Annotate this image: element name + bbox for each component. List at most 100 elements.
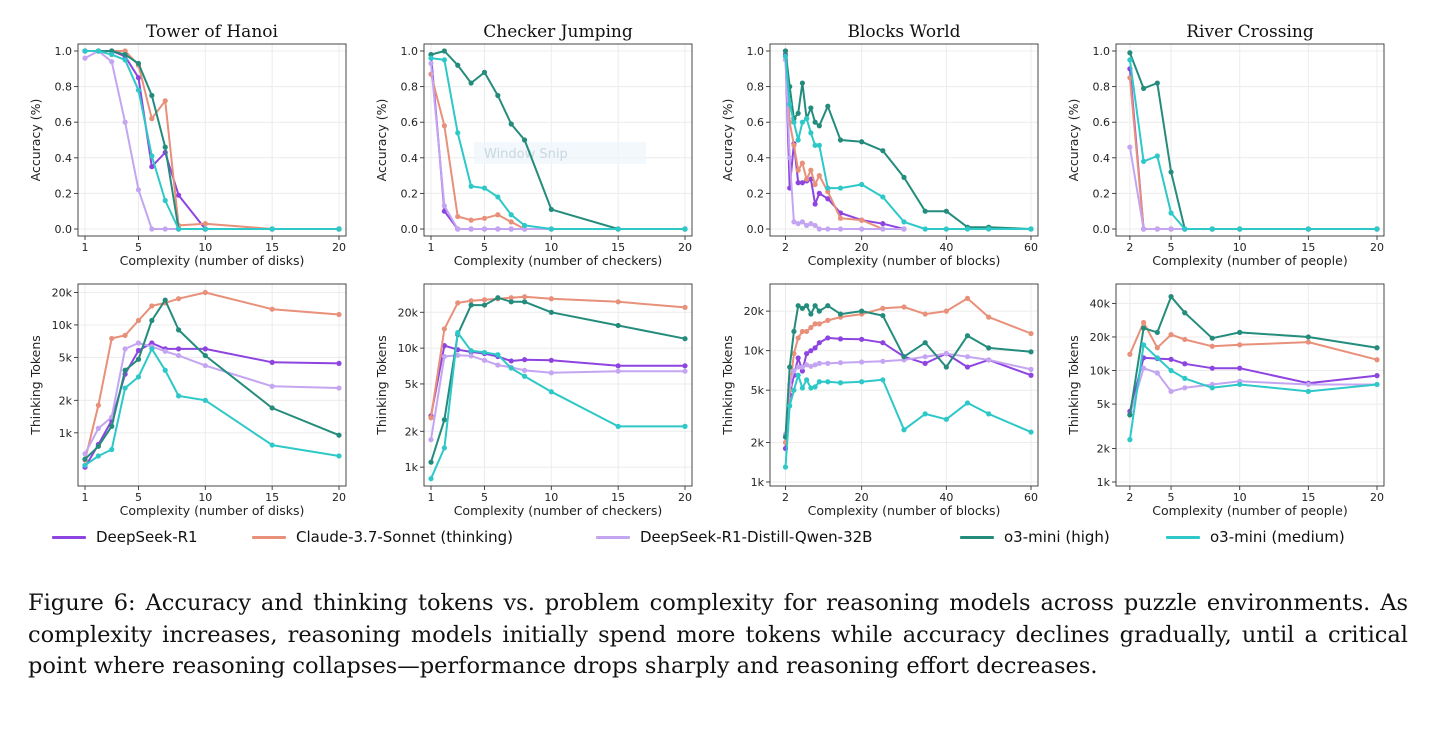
point-deepseek-r1-distill-qwen-32b-5-7 xyxy=(521,367,528,373)
point-o3-mini-high-7-8 xyxy=(1374,345,1380,351)
series-line-o3-mini-medium-0 xyxy=(85,50,339,230)
point-o3-mini-medium-2-18 xyxy=(1028,226,1034,232)
x-tick-label-2-2: 40 xyxy=(939,241,953,254)
point-o3-mini-medium-0-0 xyxy=(82,48,88,54)
point-deepseek-r1-0-4 xyxy=(135,75,142,81)
point-o3-mini-high-4-2 xyxy=(109,423,115,429)
point-claude-3-7-sonnet-thinking-2-7 xyxy=(812,181,818,188)
point-deepseek-r1-distill-qwen-32b-0-0 xyxy=(82,55,88,61)
point-deepseek-r1-5-6 xyxy=(508,358,514,364)
x-tick-label-5-2: 10 xyxy=(544,491,558,504)
point-o3-mini-medium-4-4 xyxy=(135,374,142,380)
point-claude-3-7-sonnet-thinking-6-15 xyxy=(943,308,949,314)
point-deepseek-r1-distill-qwen-32b-5-9 xyxy=(615,368,621,374)
point-o3-mini-medium-6-11 xyxy=(859,379,865,385)
y-tick-label-4-3: 10k xyxy=(52,319,73,332)
x-tick-label-3-4: 20 xyxy=(1370,241,1384,254)
y-axis-label-4: Thinking Tokens xyxy=(28,335,43,436)
point-o3-mini-medium-3-6 xyxy=(1237,226,1243,232)
point-o3-mini-medium-0-1 xyxy=(95,48,101,54)
point-o3-mini-medium-1-5 xyxy=(495,194,501,200)
point-o3-mini-high-1-4 xyxy=(481,69,488,75)
y-tick-label-2-3: 0.6 xyxy=(747,116,765,129)
point-claude-3-7-sonnet-thinking-2-6 xyxy=(808,167,814,173)
point-o3-mini-medium-2-12 xyxy=(880,194,886,200)
y-tick-label-2-0: 0.0 xyxy=(747,223,765,236)
point-o3-mini-high-6-18 xyxy=(1028,349,1034,355)
point-deepseek-r1-distill-qwen-32b-5-5 xyxy=(495,362,501,368)
point-o3-mini-medium-0-7 xyxy=(175,226,182,232)
x-tick-label-6-2: 40 xyxy=(939,491,953,504)
point-o3-mini-high-4-3 xyxy=(122,367,128,373)
point-o3-mini-medium-2-7 xyxy=(812,142,818,148)
series-line-deepseek-r1-distill-qwen-32b-3 xyxy=(1128,146,1377,230)
y-tick-label-4-4: 20k xyxy=(52,286,73,299)
series-line-o3-mini-high-7 xyxy=(1128,295,1378,416)
y-tick-label-0-3: 0.6 xyxy=(55,116,73,129)
point-deepseek-r1-7-3 xyxy=(1168,356,1174,362)
point-claude-3-7-sonnet-thinking-6-12 xyxy=(880,305,886,311)
point-o3-mini-medium-2-15 xyxy=(943,226,949,232)
figure-caption: Figure 6: Accuracy and thinking tokens v… xyxy=(28,590,1408,679)
y-tick-label-4-1: 2k xyxy=(59,394,73,407)
point-claude-3-7-sonnet-thinking-5-3 xyxy=(468,298,474,304)
point-o3-mini-high-0-6 xyxy=(162,144,168,150)
y-tick-label-7-2: 5k xyxy=(1097,398,1111,411)
point-claude-3-7-sonnet-thinking-7-8 xyxy=(1374,357,1380,363)
x-tick-label-4-3: 15 xyxy=(265,491,279,504)
point-deepseek-r1-distill-qwen-32b-6-9 xyxy=(825,360,831,366)
y-tick-label-1-5: 1.0 xyxy=(401,45,419,58)
point-claude-3-7-sonnet-thinking-7-2 xyxy=(1154,345,1160,351)
point-o3-mini-medium-2-8 xyxy=(816,142,822,148)
point-claude-3-7-sonnet-thinking-4-7 xyxy=(175,296,182,302)
point-deepseek-r1-2-7 xyxy=(812,201,818,207)
point-deepseek-r1-6-5 xyxy=(804,350,810,357)
y-tick-label-5-1: 2k xyxy=(405,425,419,438)
point-claude-3-7-sonnet-thinking-2-2 xyxy=(791,142,797,148)
point-o3-mini-high-7-7 xyxy=(1305,334,1311,340)
point-o3-mini-medium-4-8 xyxy=(202,397,208,403)
point-o3-mini-high-5-6 xyxy=(508,299,514,305)
point-claude-3-7-sonnet-thinking-4-10 xyxy=(336,311,342,318)
point-o3-mini-medium-6-0 xyxy=(782,464,789,470)
point-deepseek-r1-distill-qwen-32b-5-8 xyxy=(548,370,554,376)
point-o3-mini-medium-6-7 xyxy=(812,384,818,390)
point-o3-mini-medium-3-8 xyxy=(1374,226,1380,232)
point-claude-3-7-sonnet-thinking-6-8 xyxy=(816,321,822,327)
point-deepseek-r1-distill-qwen-32b-0-4 xyxy=(135,187,142,193)
point-o3-mini-high-0-3 xyxy=(122,51,128,58)
point-o3-mini-medium-7-4 xyxy=(1182,375,1188,381)
point-o3-mini-medium-6-3 xyxy=(795,372,801,378)
x-tick-label-7-0: 2 xyxy=(1126,491,1133,504)
series-line-deepseek-r1-distill-qwen-32b-7 xyxy=(1128,367,1377,416)
point-claude-3-7-sonnet-thinking-6-6 xyxy=(808,324,814,331)
point-deepseek-r1-0-7 xyxy=(175,192,182,198)
point-claude-3-7-sonnet-thinking-1-4 xyxy=(481,215,488,221)
point-o3-mini-medium-1-7 xyxy=(521,222,528,229)
legend-label-o3-mini-medium: o3-mini (medium) xyxy=(1210,528,1345,546)
point-o3-mini-medium-7-6 xyxy=(1237,381,1243,388)
x-tick-label-0-1: 5 xyxy=(135,241,142,254)
point-deepseek-r1-6-12 xyxy=(880,340,886,346)
point-o3-mini-high-2-3 xyxy=(795,110,801,116)
point-claude-3-7-sonnet-thinking-1-3 xyxy=(468,217,474,223)
point-deepseek-r1-distill-qwen-32b-1-0 xyxy=(428,60,434,67)
point-o3-mini-high-0-4 xyxy=(135,60,142,67)
point-o3-mini-high-2-4 xyxy=(799,80,806,86)
x-tick-label-0-0: 1 xyxy=(82,241,89,254)
x-axis-label-5: Complexity (number of checkers) xyxy=(454,503,663,518)
series-line-o3-mini-high-4 xyxy=(84,299,340,460)
point-deepseek-r1-distill-qwen-32b-2-9 xyxy=(825,226,831,232)
legend-label-o3-mini-high: o3-mini (high) xyxy=(1004,528,1110,546)
point-o3-mini-high-6-4 xyxy=(799,305,806,311)
point-o3-mini-medium-6-14 xyxy=(922,411,928,417)
point-o3-mini-high-7-2 xyxy=(1154,329,1160,335)
point-claude-3-7-sonnet-thinking-7-5 xyxy=(1209,343,1215,349)
point-deepseek-r1-6-18 xyxy=(1028,372,1034,378)
y-tick-label-0-4: 0.8 xyxy=(55,81,73,94)
point-o3-mini-high-6-1 xyxy=(787,364,793,370)
y-tick-label-1-3: 0.6 xyxy=(401,116,419,129)
point-o3-mini-medium-4-3 xyxy=(122,385,128,391)
point-deepseek-r1-distill-qwen-32b-4-10 xyxy=(336,385,342,391)
y-tick-label-3-0: 0.0 xyxy=(1093,223,1111,236)
